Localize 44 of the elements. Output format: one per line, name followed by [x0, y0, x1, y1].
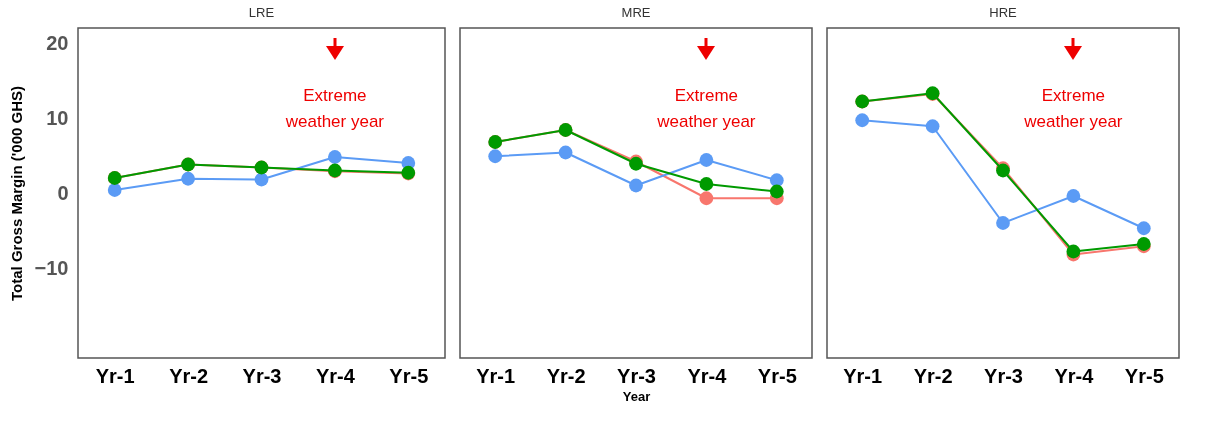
point — [699, 153, 714, 167]
x-tick-label: Yr-1 — [843, 364, 883, 387]
y-tick-label: 20 — [46, 31, 69, 54]
chart-title: HRE — [989, 5, 1018, 20]
y-tick-label: −10 — [34, 256, 69, 279]
x-tick-label: Yr-5 — [389, 364, 429, 387]
point — [1136, 221, 1151, 236]
x-tick-label: Yr-2 — [546, 364, 586, 387]
x-tick-label: Yr-4 — [687, 364, 728, 387]
y-axis-title: Total Gross Margin ('000 GHS) — [7, 86, 25, 301]
x-tick-label: Yr-3 — [984, 364, 1023, 387]
point — [107, 183, 122, 197]
x-tick-label: Yr-5 — [1124, 364, 1164, 387]
y-tick-label: 0 — [57, 181, 69, 204]
annotation: Extreme weather year — [284, 86, 385, 131]
chart-title: MRE — [621, 5, 651, 20]
x-tick-label: Yr-4 — [315, 364, 356, 387]
x-tick-label: Yr-5 — [757, 364, 797, 387]
chart-title: LRE — [248, 5, 275, 20]
x-tick-label: Yr-1 — [476, 364, 516, 387]
point — [328, 150, 342, 164]
point — [699, 177, 714, 191]
x-tick-label: Yr-2 — [913, 364, 953, 387]
x-axis-title: Year — [622, 388, 651, 404]
x-tick-label: Yr-1 — [95, 364, 135, 387]
annotation: Extreme weather year — [1023, 86, 1123, 131]
point — [769, 173, 784, 188]
point — [996, 216, 1010, 230]
x-tick-label: Yr-2 — [169, 364, 209, 387]
point — [254, 172, 269, 187]
x-tick-label: Yr-3 — [242, 364, 282, 387]
point — [1066, 189, 1081, 203]
point — [699, 191, 714, 206]
point — [181, 171, 195, 186]
point — [558, 145, 573, 160]
x-tick-label: Yr-4 — [1054, 364, 1095, 387]
point — [855, 113, 870, 128]
point — [488, 149, 503, 164]
point — [769, 184, 784, 199]
y-tick-label: 10 — [46, 106, 69, 129]
x-tick-label: Yr-3 — [617, 364, 656, 387]
point — [629, 178, 643, 193]
annotation: Extreme weather year — [656, 86, 756, 131]
point — [925, 119, 940, 134]
